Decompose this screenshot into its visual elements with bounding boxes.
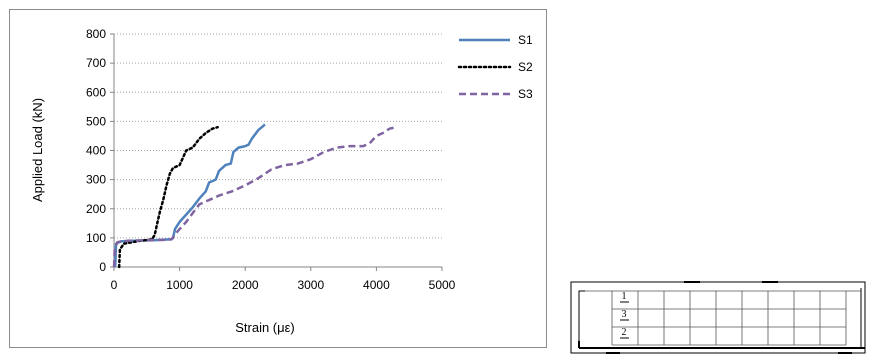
legend-label-s3: S3 [518,87,533,101]
y-tick-label: 600 [86,85,106,99]
series-layer [112,123,397,269]
series-line-s3 [112,125,397,268]
x-axis-title: Strain (με) [235,320,295,335]
grid-layer [114,33,442,239]
x-tick-label: 4000 [363,278,390,292]
y-axis-title: Applied Load (kN) [30,98,45,202]
diagram-outer-frame [570,281,866,354]
x-tick-label: 5000 [429,278,456,292]
series-line-s2 [117,125,219,269]
x-tick-label: 1000 [166,278,193,292]
chart-frame [9,9,547,348]
gauge-label-3: 3 [622,309,627,320]
y-tick-label: 300 [86,173,106,187]
y-tick-label: 0 [99,260,106,274]
legend-label-s1: S1 [518,33,533,47]
y-tick-label: 200 [86,202,106,216]
diagram-left-bracket [578,290,585,348]
legend: S1 S2 S3 [457,33,533,101]
x-tick-label: 0 [111,278,118,292]
x-tick-label: 2000 [232,278,259,292]
gauge-label-2: 2 [622,327,627,338]
diagram-grid [585,290,861,346]
gauge-label-1: 1 [622,291,627,302]
y-tick-label: 800 [86,27,106,41]
y-tick-label: 500 [86,114,106,128]
series-line-s1 [113,123,266,268]
x-tick-label: 3000 [297,278,324,292]
y-tick-label: 400 [86,144,106,158]
cross-section-diagram: 1 3 2 [570,281,866,354]
y-tick-label: 100 [86,231,106,245]
axis-layer: 0 100 200 300 400 500 600 700 800 0 1000 2000 3000 40… [86,27,456,292]
legend-label-s2: S2 [518,60,533,74]
y-tick-label: 700 [86,56,106,70]
